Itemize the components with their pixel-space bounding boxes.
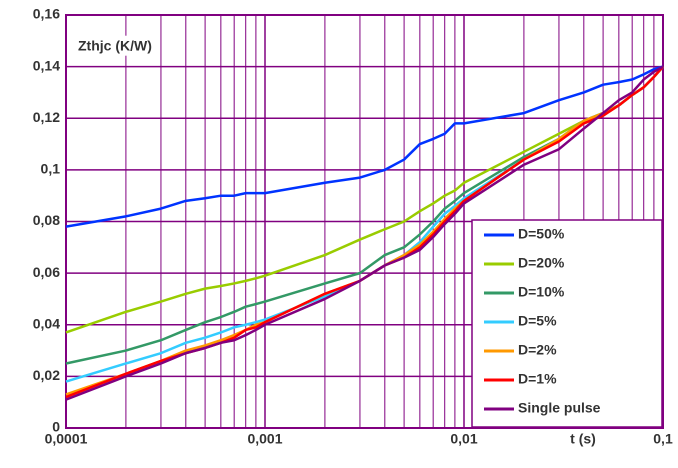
y-tick-label: 0 [52,419,60,435]
y-tick-label: 0,14 [33,57,60,73]
x-tick-label: 0,1 [653,431,673,447]
legend-label: D=50% [518,226,565,242]
y-tick-label: 0,16 [33,6,60,22]
y-tick-label: 0,12 [33,109,60,125]
y-axis-label-bg [75,35,155,56]
y-tick-label: 0,1 [41,161,61,177]
y-tick-label: 0,06 [33,264,60,280]
y-tick-label: 0,04 [33,315,60,331]
plot-border [65,14,664,429]
y-tick-label: 0,02 [33,367,60,383]
legend-label: D=1% [518,371,557,387]
x-tick-label: 0,0001 [45,431,88,447]
legend-label: D=2% [518,342,557,358]
x-tick-label: 0,001 [247,431,282,447]
y-axis-label: Zthjc (K/W) [78,38,152,54]
x-axis-label: t (s) [570,431,596,447]
legend-label: Single pulse [518,400,601,416]
legend-label: D=10% [518,284,565,300]
x-tick-label: 0,01 [450,431,477,447]
y-tick-label: 0,08 [33,212,60,228]
series-line [65,65,664,401]
legend-label: D=20% [518,255,565,271]
series-line [65,65,664,228]
legend-label: D=5% [518,313,557,329]
